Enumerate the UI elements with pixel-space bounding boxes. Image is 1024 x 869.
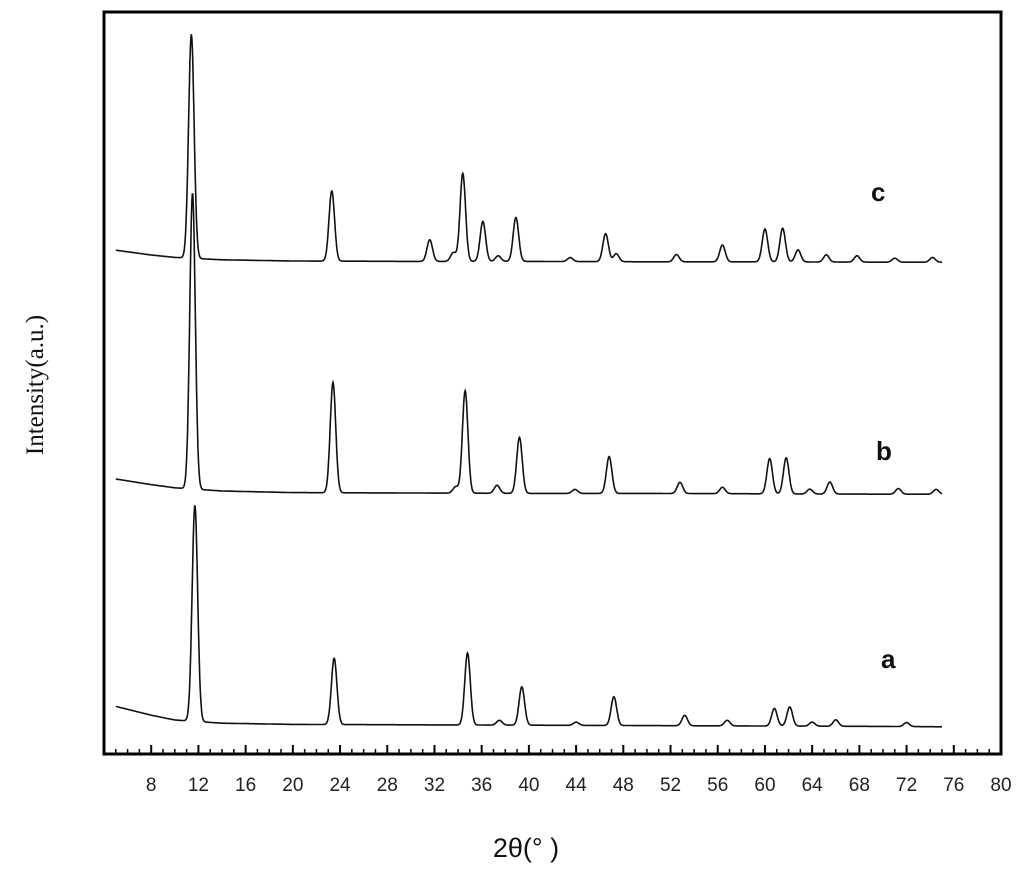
x-tick-label: 72: [896, 775, 917, 796]
x-tick-label: 28: [377, 775, 398, 796]
x-tick-label: 8: [146, 775, 157, 796]
x-tick-label: 16: [235, 775, 256, 796]
x-tick-label: 24: [329, 775, 351, 796]
x-axis: 8 12 16 20 24 28 32 36 40 44 48 52 56 60 64 68 72 76 80: [115, 745, 1012, 796]
series-line-a: [115, 505, 942, 728]
series-label-c: c: [871, 177, 885, 207]
x-tick-label: 68: [849, 775, 870, 796]
x-tick-label: 80: [990, 775, 1011, 796]
plot-frame: [102, 10, 1003, 756]
series-line-c: [115, 34, 942, 263]
y-axis-label: Intensity(a.u.): [22, 315, 49, 455]
x-tick-label: 64: [802, 775, 824, 796]
x-tick-label: 40: [518, 775, 539, 796]
x-tick-label: 60: [754, 775, 775, 796]
x-tick-label: 76: [943, 775, 964, 796]
series-layer: a b c: [115, 34, 943, 728]
x-tick-label: 52: [660, 775, 681, 796]
x-tick-label: 48: [613, 775, 634, 796]
series-label-b: b: [876, 436, 892, 466]
x-axis-label: 2θ(° ): [493, 833, 559, 863]
x-tick-label: 56: [707, 775, 728, 796]
x-tick-label: 20: [282, 775, 303, 796]
series-line-b: [115, 193, 943, 495]
x-tick-label: 36: [471, 775, 492, 796]
x-tick-label: 44: [566, 775, 588, 796]
x-tick-label: 12: [188, 775, 209, 796]
series-label-a: a: [881, 644, 896, 674]
x-tick-label: 32: [424, 775, 445, 796]
